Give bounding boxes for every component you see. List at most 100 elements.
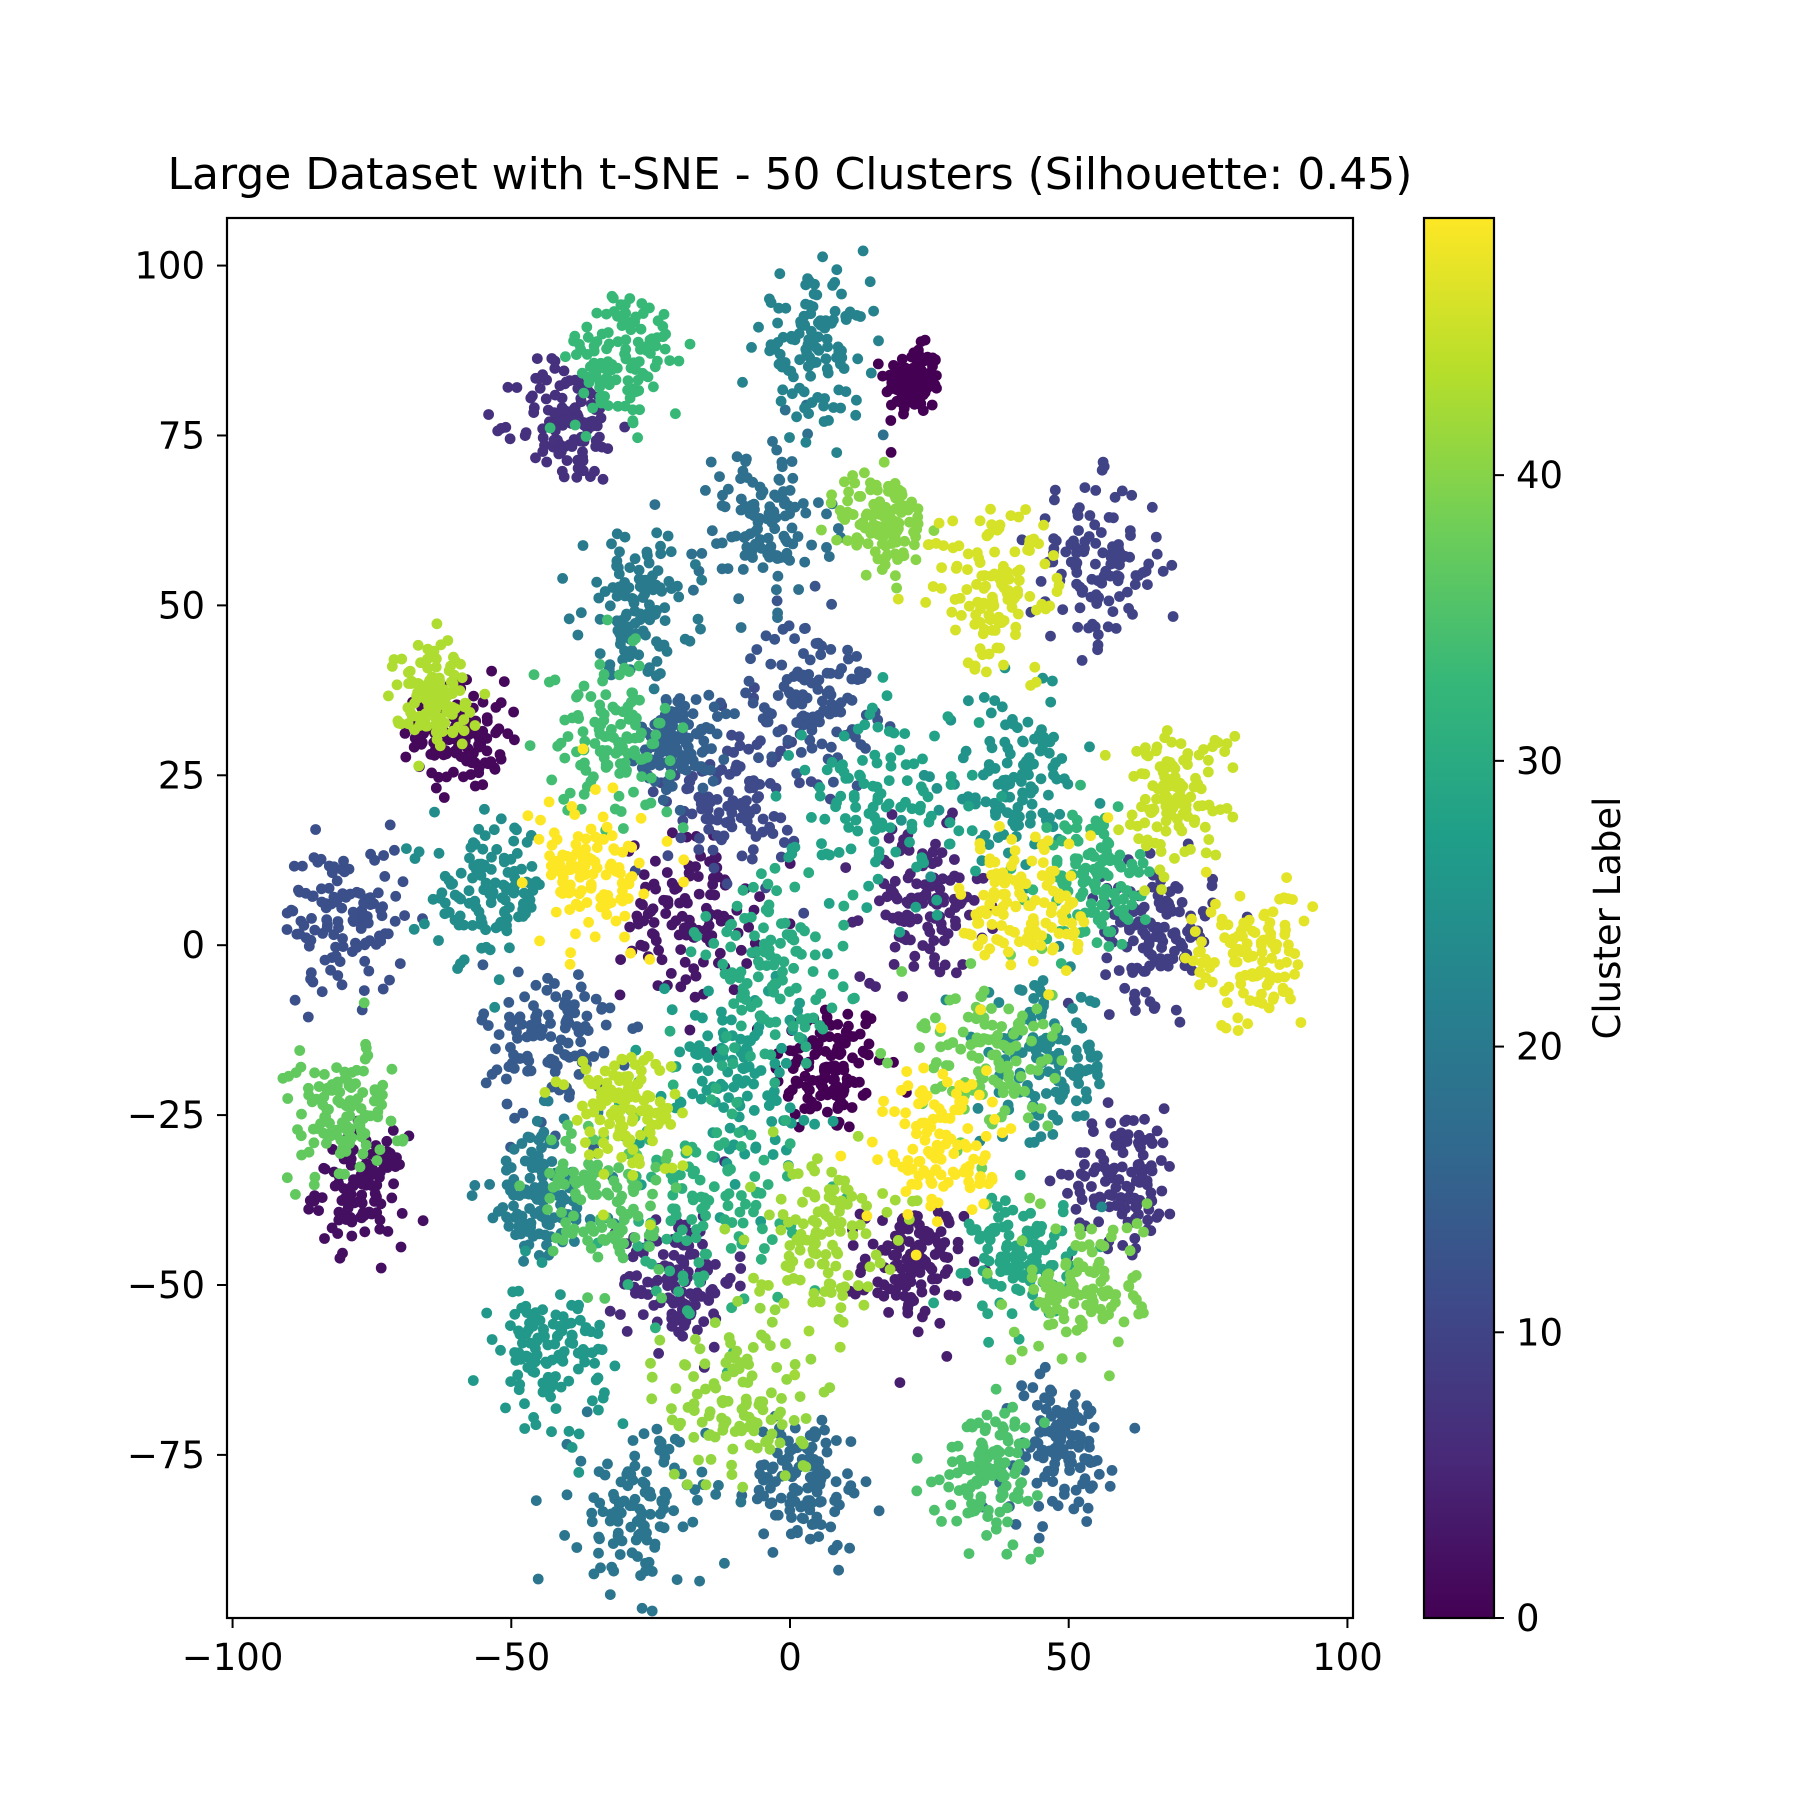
data-point xyxy=(1114,859,1125,871)
data-point xyxy=(608,1488,619,1500)
data-point xyxy=(784,555,795,566)
data-point xyxy=(865,1013,877,1025)
data-point xyxy=(1042,1120,1054,1132)
data-point xyxy=(591,1189,602,1200)
data-point xyxy=(751,1493,763,1505)
data-point xyxy=(786,456,798,467)
data-point xyxy=(743,675,755,687)
data-point xyxy=(524,1203,535,1214)
data-point xyxy=(1067,1003,1078,1014)
data-point xyxy=(1139,1113,1150,1125)
data-point xyxy=(983,1336,994,1348)
data-point xyxy=(943,1481,955,1493)
data-point xyxy=(506,1015,518,1027)
data-point xyxy=(463,885,475,897)
data-point xyxy=(627,1251,639,1263)
data-point xyxy=(900,796,911,808)
data-point xyxy=(1124,1245,1136,1257)
data-point xyxy=(671,1574,683,1585)
data-point xyxy=(718,910,730,922)
data-point xyxy=(725,941,737,953)
data-point xyxy=(633,660,645,672)
data-point xyxy=(728,747,739,758)
data-point xyxy=(898,408,909,420)
data-point xyxy=(489,1001,501,1013)
data-point xyxy=(1155,1155,1167,1166)
data-point xyxy=(521,1053,533,1065)
data-point xyxy=(745,779,757,791)
data-point xyxy=(694,832,705,844)
data-point xyxy=(290,1189,301,1200)
data-point xyxy=(1057,1306,1069,1318)
data-point xyxy=(926,399,938,411)
data-point xyxy=(815,649,827,661)
data-point xyxy=(789,841,801,853)
data-point xyxy=(1073,1180,1084,1192)
data-point xyxy=(795,747,807,758)
data-point xyxy=(1086,573,1098,585)
data-point xyxy=(989,695,1001,706)
data-point xyxy=(536,1023,548,1035)
data-point xyxy=(861,902,873,913)
data-point xyxy=(752,971,764,983)
data-point xyxy=(344,888,356,900)
data-point xyxy=(843,653,854,665)
data-point xyxy=(627,1435,639,1446)
data-point xyxy=(356,1175,367,1187)
data-point xyxy=(749,930,760,942)
data-point xyxy=(842,1468,853,1480)
data-point xyxy=(287,905,299,917)
data-point xyxy=(1092,593,1103,605)
data-point xyxy=(926,858,938,870)
data-point xyxy=(1029,1091,1041,1102)
data-point xyxy=(928,935,940,946)
data-point xyxy=(851,532,863,543)
data-point xyxy=(526,1026,537,1038)
data-point xyxy=(1087,1283,1099,1295)
data-point xyxy=(831,1539,843,1551)
data-point xyxy=(885,447,897,458)
data-point xyxy=(821,667,833,679)
data-point xyxy=(979,1425,991,1437)
data-point xyxy=(989,763,1001,774)
data-point xyxy=(504,942,515,954)
data-point xyxy=(1098,890,1110,902)
data-point xyxy=(1116,485,1128,497)
data-point xyxy=(1036,724,1047,735)
data-point xyxy=(930,1012,941,1024)
data-point xyxy=(650,1174,662,1186)
data-point xyxy=(557,1158,569,1170)
data-point xyxy=(769,1077,781,1089)
data-point xyxy=(771,584,782,596)
data-point xyxy=(1103,941,1115,952)
data-point xyxy=(441,771,452,783)
data-point xyxy=(564,439,576,450)
data-point xyxy=(622,701,634,713)
data-point xyxy=(589,1357,600,1369)
data-point xyxy=(673,929,685,941)
data-point xyxy=(789,881,801,893)
data-point xyxy=(629,553,641,565)
data-point xyxy=(776,461,788,473)
data-point xyxy=(808,288,820,300)
data-point xyxy=(560,351,571,363)
data-point xyxy=(294,1045,306,1056)
data-point xyxy=(1141,1175,1153,1186)
data-point xyxy=(329,1180,341,1192)
data-point xyxy=(803,867,815,879)
data-point xyxy=(590,1374,602,1386)
data-point xyxy=(729,1042,740,1053)
data-point xyxy=(720,1190,732,1202)
data-point xyxy=(713,1140,725,1151)
data-point xyxy=(755,1460,767,1471)
data-point xyxy=(797,689,809,701)
data-point xyxy=(1062,1187,1073,1199)
data-point xyxy=(944,907,956,919)
data-point xyxy=(590,435,602,446)
data-point xyxy=(564,1087,575,1099)
data-point xyxy=(281,924,293,935)
data-point xyxy=(870,856,881,868)
data-point xyxy=(308,1137,320,1149)
data-point xyxy=(799,556,811,568)
data-point xyxy=(508,1200,519,1212)
